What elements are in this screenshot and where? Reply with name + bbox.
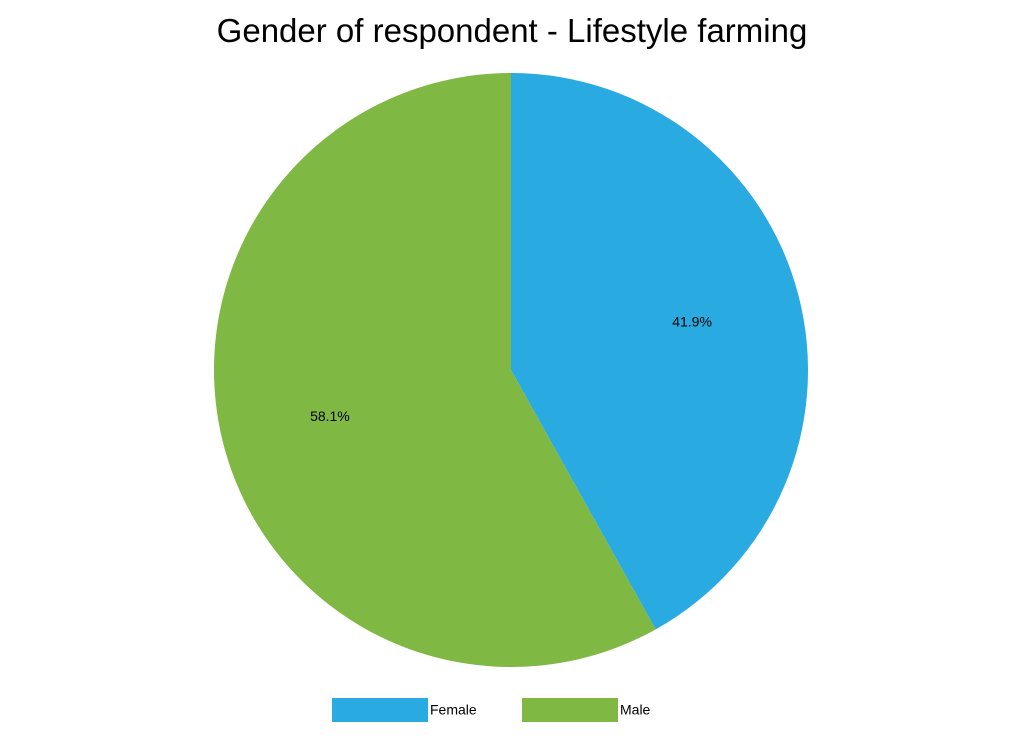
legend-label-male: Male [620,702,651,718]
pie-slice-male [213,73,656,668]
legend-swatch-female [332,698,428,722]
chart-title: Gender of respondent - Lifestyle farming [216,12,808,49]
legend-swatch-male [522,698,618,722]
slice-label-female: 41.9% [672,314,712,330]
slice-label-male: 58.1% [310,408,350,424]
legend-label-female: Female [430,702,477,718]
pie-slice-female [511,73,808,630]
